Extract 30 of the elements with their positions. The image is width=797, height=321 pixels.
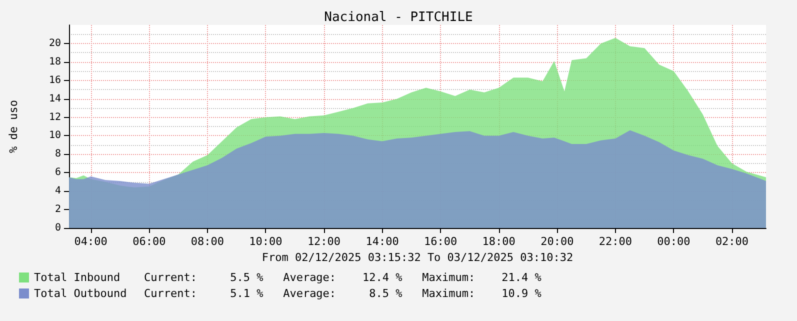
x-tick-label: 08:00 xyxy=(190,235,224,248)
x-tick-label: 02:00 xyxy=(715,235,749,248)
y-tick-label: 18 xyxy=(48,56,61,68)
legend-label: Total Inbound xyxy=(34,271,120,284)
y-axis-title: % de uso xyxy=(7,100,20,153)
x-tick-label: 04:00 xyxy=(74,235,108,248)
y-tick-label: 0 xyxy=(54,222,61,234)
y-tick-label: 8 xyxy=(54,148,61,160)
x-tick-label: 12:00 xyxy=(307,235,341,248)
y-tick-label: 20 xyxy=(48,38,61,49)
text: Current: 5.5 % Average: 12.4 % Maximum: 21.4 % xyxy=(144,271,542,284)
x-tick-label: 00:00 xyxy=(657,235,690,248)
x-axis-title: From 02/12/2025 03:15:32 To 03/12/2025 03:10:32 xyxy=(262,251,574,264)
x-tick-label: 14:00 xyxy=(366,235,399,248)
chart-title: Nacional - PITCHILE xyxy=(324,10,473,25)
y-tick-label: 10 xyxy=(48,130,61,142)
x-tick-label: 16:00 xyxy=(424,235,458,248)
x-tick-label: 22:00 xyxy=(598,235,632,248)
y-tick-label: 4 xyxy=(54,186,61,197)
text: Current: 5.1 % Average: 8.5 % Maximum: 10.9 % xyxy=(144,287,542,300)
x-tick-label: 20:00 xyxy=(540,235,574,248)
x-tick-label: 10:00 xyxy=(249,235,282,248)
y-tick-label: 16 xyxy=(48,74,61,86)
y-tick-label: 2 xyxy=(54,204,61,216)
y-tick-label: 6 xyxy=(54,167,61,178)
x-tick-label: 18:00 xyxy=(482,235,516,248)
legend-label: Total Outbound xyxy=(34,287,127,300)
y-tick-label: 12 xyxy=(48,112,61,123)
y-tick-label: 14 xyxy=(48,93,61,104)
x-tick-label: 06:00 xyxy=(132,235,166,248)
